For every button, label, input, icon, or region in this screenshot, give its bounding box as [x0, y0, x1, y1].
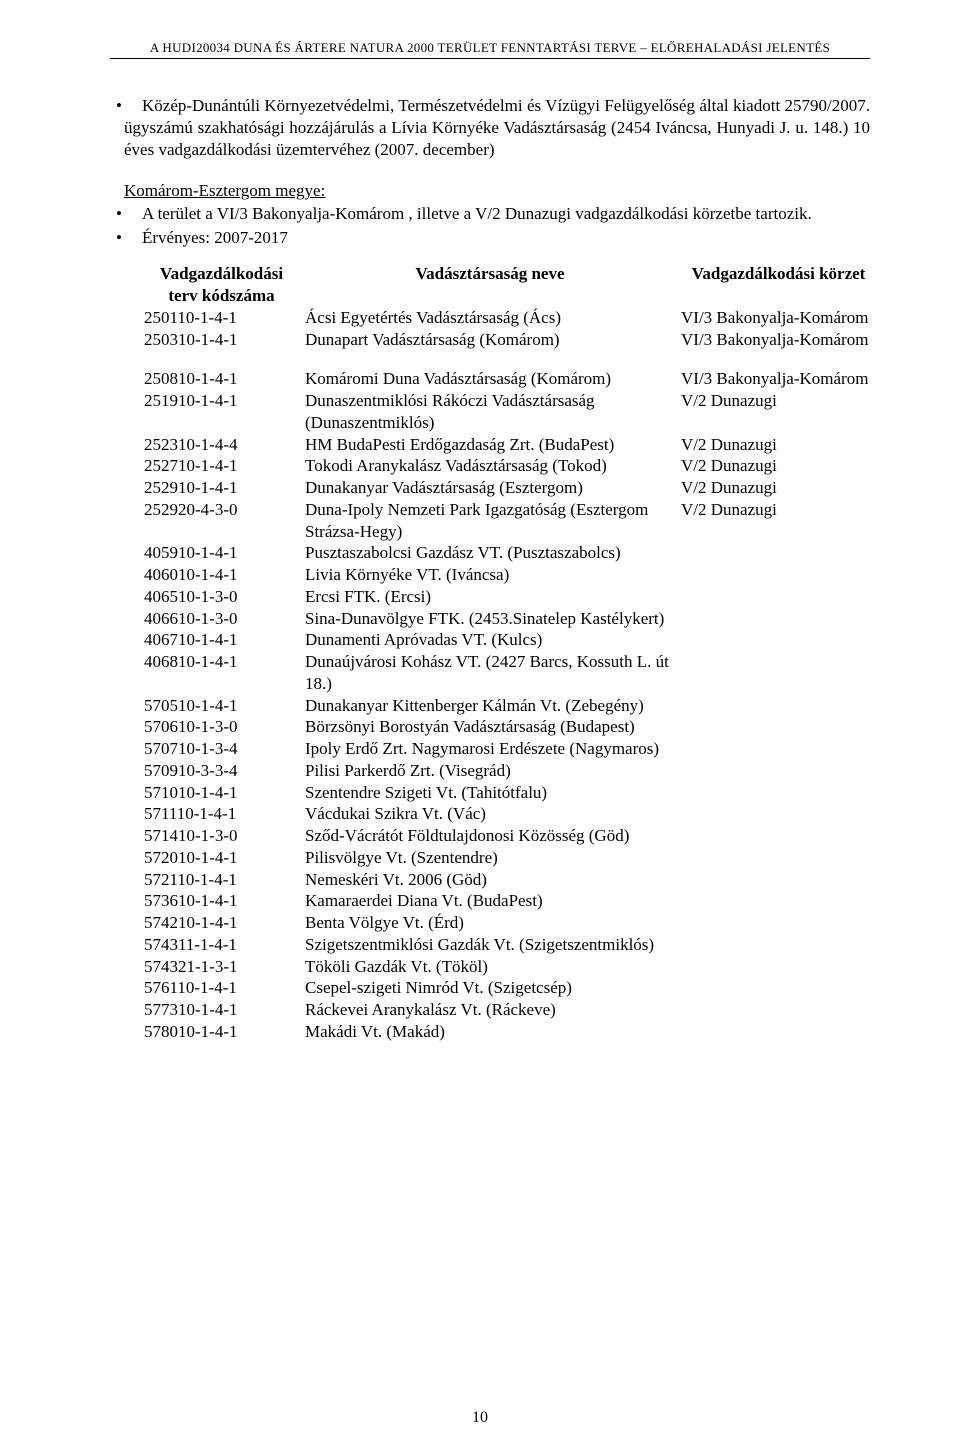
table-cell-code: 406610-1-3-0 — [144, 608, 299, 630]
table-cell-region: VI/3 Bakonyalja-Komárom — [681, 368, 876, 390]
table-cell-code: 252920-4-3-0 — [144, 499, 299, 521]
intro-bullet-list: Közép-Dunántúli Környezetvédelmi, Termés… — [124, 95, 870, 161]
table-cell-name: Pilisi Parkerdő Zrt. (Visegrád) — [305, 760, 675, 782]
table-cell-code: 572010-1-4-1 — [144, 847, 299, 869]
table-cell-name: Csepel-szigeti Nimród Vt. (Szigetcsép) — [305, 977, 675, 999]
table-gap — [144, 350, 876, 368]
document-page: A HUDI20034 DUNA ÉS ÁRTERE NATURA 2000 T… — [0, 0, 960, 1455]
table-cell-code: 406010-1-4-1 — [144, 564, 299, 586]
table-cell-name: Duna-Ipoly Nemzeti Park Igazgatóság (Esz… — [305, 499, 675, 543]
table-cell-code: 252310-1-4-4 — [144, 434, 299, 456]
table-cell-name: Benta Völgye Vt. (Érd) — [305, 912, 675, 934]
table-cell-code: 571010-1-4-1 — [144, 782, 299, 804]
table-cell-code: 252910-1-4-1 — [144, 477, 299, 499]
table-cell-name: Nemeskéri Vt. 2006 (Göd) — [305, 869, 675, 891]
table-cell-name: Pusztaszabolcsi Gazdász VT. (Pusztaszabo… — [305, 542, 675, 564]
table-cell-name: Ercsi FTK. (Ercsi) — [305, 586, 675, 608]
table-cell-code: 570610-1-3-0 — [144, 716, 299, 738]
table-cell-name: Pilisvölgye Vt. (Szentendre) — [305, 847, 675, 869]
table-cell-code: 570710-1-3-4 — [144, 738, 299, 760]
table-cell-code: 570910-3-3-4 — [144, 760, 299, 782]
table-header-code: Vadgazdálkodási terv kódszáma — [144, 263, 299, 307]
table-cell-code: 578010-1-4-1 — [144, 1021, 299, 1043]
hunting-table: Vadgazdálkodási terv kódszáma Vadásztárs… — [144, 263, 870, 1042]
list-item: Érvényes: 2007-2017 — [124, 227, 870, 249]
table-cell-code: 250110-1-4-1 — [144, 307, 299, 329]
table-cell-code: 574321-1-3-1 — [144, 956, 299, 978]
sub-bullet-list: A terület a VI/3 Bakonyalja-Komárom , il… — [124, 203, 870, 249]
table-cell-code: 250310-1-4-1 — [144, 329, 299, 351]
table-cell-name: Dunakanyar Vadásztársaság (Esztergom) — [305, 477, 675, 499]
table-cell-region: V/2 Dunazugi — [681, 477, 876, 499]
table-cell-code: 570510-1-4-1 — [144, 695, 299, 717]
table-cell-name: Tokodi Aranykalász Vadásztársaság (Tokod… — [305, 455, 675, 477]
page-number: 10 — [0, 1409, 960, 1427]
table-cell-name: Vácdukai Szikra Vt. (Vác) — [305, 803, 675, 825]
table-cell-code: 406710-1-4-1 — [144, 629, 299, 651]
table-cell-name: Dunaújvárosi Kohász VT. (2427 Barcs, Kos… — [305, 651, 675, 695]
table-cell-name: Sződ-Vácrátót Földtulajdonosi Közösség (… — [305, 825, 675, 847]
table-cell-region: V/2 Dunazugi — [681, 499, 876, 521]
table-cell-name: Ácsi Egyetértés Vadásztársaság (Ács) — [305, 307, 675, 329]
table-cell-code: 251910-1-4-1 — [144, 390, 299, 412]
table-cell-code: 576110-1-4-1 — [144, 977, 299, 999]
table-cell-name: HM BudaPesti Erdőgazdaság Zrt. (BudaPest… — [305, 434, 675, 456]
table-cell-name: Dunakanyar Kittenberger Kálmán Vt. (Zebe… — [305, 695, 675, 717]
table-cell-code: 405910-1-4-1 — [144, 542, 299, 564]
table-cell-code: 252710-1-4-1 — [144, 455, 299, 477]
table-cell-name: Ráckevei Aranykalász Vt. (Ráckeve) — [305, 999, 675, 1021]
table-cell-code: 577310-1-4-1 — [144, 999, 299, 1021]
table-cell-code: 571410-1-3-0 — [144, 825, 299, 847]
table-cell-code: 406510-1-3-0 — [144, 586, 299, 608]
table-cell-code: 250810-1-4-1 — [144, 368, 299, 390]
table-cell-region: VI/3 Bakonyalja-Komárom — [681, 329, 876, 351]
table-cell-name: Szentendre Szigeti Vt. (Tahitótfalu) — [305, 782, 675, 804]
page-header: A HUDI20034 DUNA ÉS ÁRTERE NATURA 2000 T… — [110, 40, 870, 59]
table-header-name: Vadásztársaság neve — [305, 263, 675, 285]
table-cell-name: Börzsönyi Borostyán Vadásztársaság (Buda… — [305, 716, 675, 738]
table-cell-region: V/2 Dunazugi — [681, 390, 876, 412]
table-cell-name: Tököli Gazdák Vt. (Tököl) — [305, 956, 675, 978]
table-cell-code: 571110-1-4-1 — [144, 803, 299, 825]
table-cell-name: Livia Környéke VT. (Iváncsa) — [305, 564, 675, 586]
table-cell-code: 572110-1-4-1 — [144, 869, 299, 891]
table-cell-name: Komáromi Duna Vadásztársaság (Komárom) — [305, 368, 675, 390]
table-header-region: Vadgazdálkodási körzet — [681, 263, 876, 285]
table-cell-name: Ipoly Erdő Zrt. Nagymarosi Erdészete (Na… — [305, 738, 675, 760]
table-cell-code: 573610-1-4-1 — [144, 890, 299, 912]
table-cell-name: Dunamenti Apróvadas VT. (Kulcs) — [305, 629, 675, 651]
table-cell-name: Szigetszentmiklósi Gazdák Vt. (Szigetsze… — [305, 934, 675, 956]
table-cell-name: Makádi Vt. (Makád) — [305, 1021, 675, 1043]
table-cell-name: Sina-Dunavölgye FTK. (2453.Sinatelep Kas… — [305, 608, 675, 630]
table-cell-name: Dunaszentmiklósi Rákóczi Vadásztársaság … — [305, 390, 675, 434]
table-cell-region: VI/3 Bakonyalja-Komárom — [681, 307, 876, 329]
list-item: Közép-Dunántúli Környezetvédelmi, Termés… — [124, 95, 870, 161]
table-cell-region: V/2 Dunazugi — [681, 434, 876, 456]
table-cell-name: Kamaraerdei Diana Vt. (BudaPest) — [305, 890, 675, 912]
table-cell-code: 574210-1-4-1 — [144, 912, 299, 934]
table-cell-code: 406810-1-4-1 — [144, 651, 299, 673]
list-item: A terület a VI/3 Bakonyalja-Komárom , il… — [124, 203, 870, 225]
table-cell-code: 574311-1-4-1 — [144, 934, 299, 956]
table-cell-name: Dunapart Vadásztársaság (Komárom) — [305, 329, 675, 351]
section-subheading: Komárom-Esztergom megye: — [124, 181, 870, 201]
table-cell-region: V/2 Dunazugi — [681, 455, 876, 477]
